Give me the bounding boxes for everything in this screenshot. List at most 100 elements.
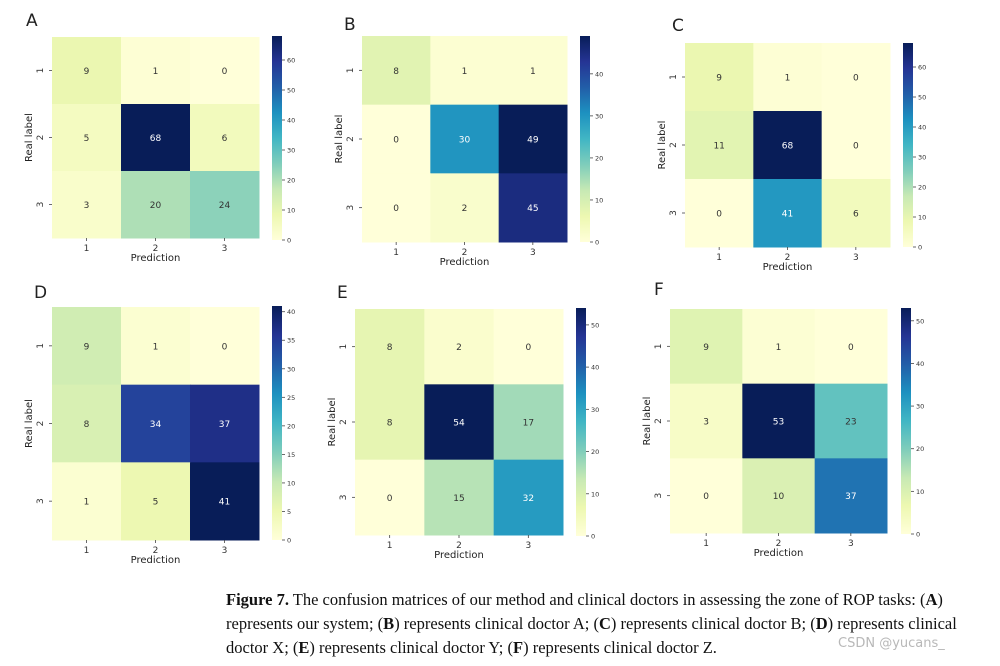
cell-value: 41: [219, 498, 230, 508]
caption-label: Figure 7.: [226, 590, 289, 609]
cell-value: 45: [527, 204, 538, 214]
y-axis-label: Real label: [657, 121, 668, 170]
x-tick-label: 3: [848, 539, 854, 549]
y-tick-label: 2: [669, 142, 679, 148]
heatmap-cell: [190, 171, 260, 239]
caption-text-5: ) represents clinical doctor X; (: [226, 614, 957, 657]
caption-text-2: ) represents our system; (: [226, 590, 943, 633]
colorbar-tick-label: 20: [918, 184, 926, 192]
heatmap-cell: [821, 43, 891, 112]
x-tick-label: 1: [703, 539, 709, 549]
heatmap-cell: [821, 179, 891, 248]
cell-value: 1: [785, 74, 791, 84]
colorbar-tick-label: 30: [918, 154, 926, 162]
x-axis-label: Prediction: [754, 548, 804, 559]
heatmap-cell: [121, 462, 191, 541]
heatmap-cell: [742, 309, 816, 385]
cell-value: 0: [848, 343, 854, 353]
heatmap-cell: [685, 179, 754, 248]
colorbar-tick-label: 35: [287, 337, 295, 345]
y-tick-label: 1: [654, 343, 664, 349]
y-tick-label: 3: [669, 210, 679, 216]
y-tick-label: 3: [36, 498, 46, 504]
colorbar-tick-label: 10: [916, 488, 924, 496]
x-tick-label: 3: [530, 248, 536, 258]
heatmap-cell: [753, 43, 823, 112]
heatmap-cell: [670, 458, 743, 534]
colorbar-tick-label: 20: [591, 448, 599, 456]
heatmap-cell: [493, 459, 564, 536]
cell-value: 23: [845, 418, 856, 428]
heatmap-cell: [355, 459, 425, 536]
colorbar-tick-label: 20: [595, 154, 603, 162]
y-axis-label: Real label: [24, 113, 35, 162]
heatmap-cell: [52, 307, 122, 386]
heatmap-cell: [362, 173, 431, 243]
caption-panel-e: E: [298, 638, 310, 657]
colorbar-tick-label: 30: [287, 365, 295, 373]
colorbar-tick-label: 5: [287, 508, 291, 516]
x-axis-label: Prediction: [763, 262, 813, 273]
panel-letter: A: [26, 11, 38, 31]
colorbar-tick-label: 30: [916, 403, 924, 411]
caption-text-7: ) represents clinical doctor Z.: [523, 638, 717, 657]
heatmap-cell: [52, 104, 122, 172]
colorbar: [272, 36, 282, 240]
colorbar-tick-label: 10: [287, 479, 295, 487]
heatmap-cell: [190, 104, 260, 172]
cell-value: 3: [703, 418, 709, 428]
cell-value: 49: [527, 136, 539, 146]
colorbar-tick-label: 10: [595, 196, 603, 204]
y-tick-label: 2: [36, 421, 46, 427]
caption-panel-a: A: [925, 590, 938, 609]
cell-value: 37: [845, 492, 856, 502]
heatmap-cell: [190, 462, 260, 541]
cell-value: 0: [222, 342, 228, 352]
cell-value: 8: [387, 343, 393, 353]
y-tick-label: 3: [339, 494, 349, 500]
heatmap-cell: [498, 36, 568, 106]
cell-value: 0: [393, 204, 399, 214]
heatmap-cell: [52, 384, 122, 463]
y-tick-label: 2: [346, 136, 356, 142]
heatmap-cell: [424, 384, 495, 461]
x-tick-label: 2: [785, 253, 791, 263]
colorbar-tick-label: 10: [918, 214, 926, 222]
x-tick-label: 2: [153, 546, 159, 556]
y-tick-label: 1: [669, 74, 679, 80]
cell-value: 0: [393, 136, 399, 146]
colorbar-tick-label: 50: [916, 317, 924, 325]
heatmap-cell: [430, 104, 500, 174]
x-tick-label: 2: [776, 539, 782, 549]
cell-value: 1: [462, 67, 468, 77]
colorbar-tick-label: 40: [287, 308, 295, 316]
heatmap-cell: [121, 37, 191, 105]
heatmap-cell: [814, 383, 888, 459]
heatmap-cell: [355, 309, 425, 385]
cell-value: 8: [387, 419, 393, 429]
cell-value: 30: [459, 136, 471, 146]
caption-text-3: ) represents clinical doctor A; (: [394, 614, 599, 633]
cell-value: 9: [703, 343, 709, 353]
colorbar-tick-label: 25: [287, 394, 295, 402]
colorbar-tick-label: 50: [287, 87, 295, 95]
heatmap-cell: [742, 458, 816, 534]
colorbar-tick-label: 30: [591, 406, 599, 414]
y-tick-label: 1: [339, 344, 349, 350]
cell-value: 8: [393, 67, 399, 77]
cell-value: 1: [84, 498, 90, 508]
cell-value: 5: [153, 498, 159, 508]
heatmap-cell: [430, 173, 500, 243]
x-tick-label: 3: [222, 244, 228, 254]
cell-value: 9: [84, 342, 90, 352]
cell-value: 0: [222, 67, 228, 77]
colorbar-tick-label: 0: [591, 533, 595, 541]
watermark: CSDN @yucans_: [838, 636, 945, 651]
y-tick-label: 2: [654, 418, 664, 424]
x-tick-label: 2: [153, 244, 159, 254]
y-tick-label: 2: [36, 135, 46, 141]
